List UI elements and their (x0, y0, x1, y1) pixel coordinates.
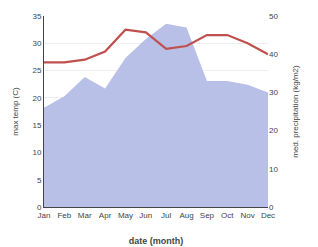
svg-text:Apr: Apr (99, 211, 112, 220)
svg-text:25: 25 (32, 66, 41, 75)
svg-text:40: 40 (269, 50, 278, 59)
svg-text:May: May (118, 211, 133, 220)
svg-text:5: 5 (37, 176, 42, 185)
svg-text:20: 20 (269, 126, 278, 135)
svg-text:date (month): date (month) (129, 236, 184, 246)
svg-text:Nov: Nov (241, 211, 255, 220)
svg-text:Mar: Mar (78, 211, 92, 220)
svg-text:50: 50 (269, 12, 278, 21)
svg-text:10: 10 (269, 165, 278, 174)
svg-text:30: 30 (269, 88, 278, 97)
svg-text:15: 15 (32, 121, 41, 130)
svg-text:Jan: Jan (38, 211, 51, 220)
svg-text:0: 0 (269, 203, 274, 212)
svg-text:Oct: Oct (221, 211, 234, 220)
svg-text:Sep: Sep (200, 211, 215, 220)
svg-text:Aug: Aug (179, 211, 193, 220)
svg-text:Jun: Jun (139, 211, 152, 220)
svg-text:max temp (C): max temp (C) (11, 87, 20, 136)
svg-text:35: 35 (32, 12, 41, 21)
svg-text:0: 0 (37, 203, 42, 212)
svg-text:med. precipitation (kg/m2): med. precipitation (kg/m2) (291, 65, 300, 158)
svg-text:20: 20 (32, 94, 41, 103)
svg-text:Feb: Feb (57, 211, 71, 220)
svg-text:10: 10 (32, 148, 41, 157)
svg-text:30: 30 (32, 39, 41, 48)
svg-text:Dec: Dec (261, 211, 275, 220)
svg-text:Jul: Jul (161, 211, 171, 220)
